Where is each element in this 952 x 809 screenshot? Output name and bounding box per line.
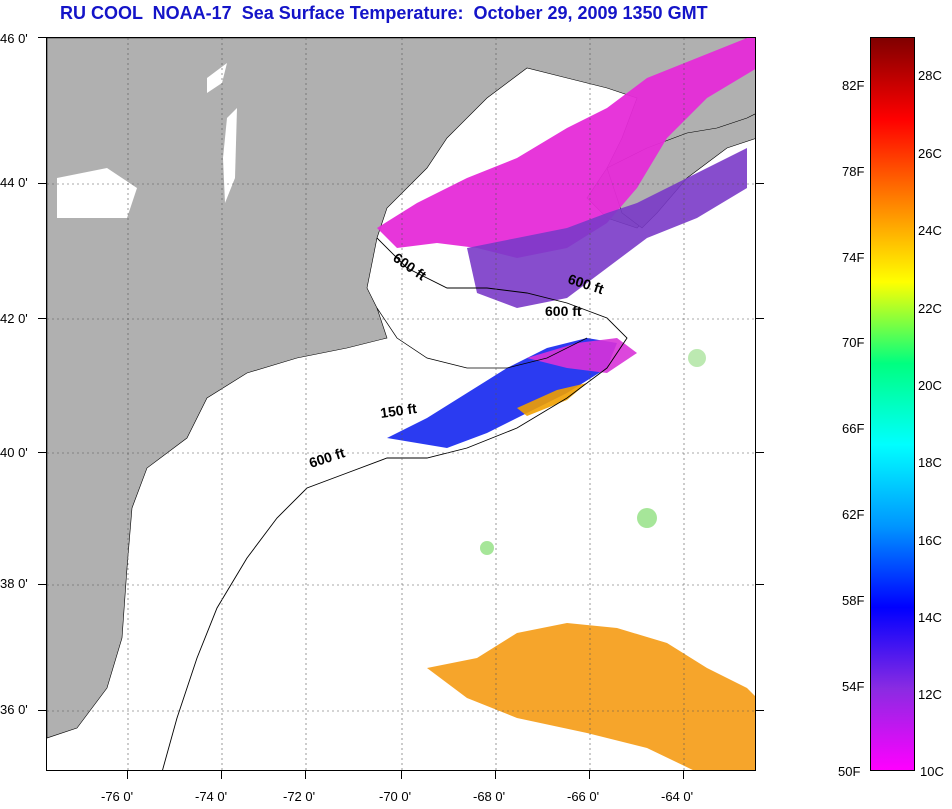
lon-label: -74 0': [195, 789, 228, 804]
map-canvas: 600 ft 600 ft 600 ft 150 ft 600 ft: [47, 38, 755, 770]
lat-label: 40 0': [0, 445, 28, 460]
colorbar-label-f: 74F: [842, 250, 865, 265]
colorbar-label-c: 24C: [918, 223, 942, 238]
temperature-colorbar: [870, 37, 915, 771]
colorbar-label-c: 20C: [918, 378, 942, 393]
lon-label: -70 0': [379, 789, 412, 804]
colorbar-label-f: 82F: [842, 78, 865, 93]
colorbar-label-f: 50F: [838, 764, 861, 779]
sst-map[interactable]: 600 ft 600 ft 600 ft 150 ft 600 ft: [46, 37, 756, 771]
lon-label: -72 0': [283, 789, 316, 804]
lat-label: 36 0': [0, 702, 28, 717]
contour-label: 600 ft: [545, 303, 582, 319]
contour-label: 150 ft: [379, 400, 418, 421]
lon-label: -66 0': [567, 789, 600, 804]
lon-label: -64 0': [661, 789, 694, 804]
colorbar-label-f: 66F: [842, 421, 865, 436]
lon-label: -68 0': [473, 789, 506, 804]
colorbar-label-f: 78F: [842, 164, 865, 179]
colorbar-label-f: 70F: [842, 335, 865, 350]
lake: [223, 108, 237, 203]
lat-label: 42 0': [0, 311, 28, 326]
colorbar-label-c: 28C: [918, 68, 942, 83]
lat-label: 38 0': [0, 576, 28, 591]
map-title: RU COOL NOAA-17 Sea Surface Temperature:…: [60, 3, 708, 23]
colorbar-label-c: 10C: [920, 764, 944, 779]
lon-label: -76 0': [101, 789, 134, 804]
lake: [207, 63, 227, 93]
isobath-150ft: [376, 307, 588, 369]
colorbar-label-f: 58F: [842, 593, 865, 608]
colorbar-label-c: 26C: [918, 146, 942, 161]
isobath-600ft: [162, 237, 628, 770]
lat-label: 44 0': [0, 175, 28, 190]
colorbar-label-f: 54F: [842, 679, 865, 694]
sst-patch: [637, 508, 657, 528]
contour-label: 600 ft: [390, 249, 429, 283]
sst-warm-front: [517, 383, 587, 416]
sst-patch: [688, 349, 706, 367]
colorbar-label-c: 16C: [918, 533, 942, 548]
lake: [57, 168, 137, 218]
sst-warm-gulf-stream: [427, 623, 755, 770]
sst-patch: [480, 541, 494, 555]
colorbar-label-c: 14C: [918, 610, 942, 625]
sst-purple-gulf-maine: [467, 148, 747, 308]
lat-label: 46 0': [0, 31, 28, 46]
sst-cold-gulf-maine: [377, 38, 755, 258]
colorbar-label-f: 62F: [842, 507, 865, 522]
colorbar-label-c: 22C: [918, 301, 942, 316]
colorbar-label-c: 18C: [918, 455, 942, 470]
graticule: [47, 38, 755, 770]
contour-label: 600 ft: [307, 444, 347, 471]
colorbar-label-c: 12C: [918, 687, 942, 702]
